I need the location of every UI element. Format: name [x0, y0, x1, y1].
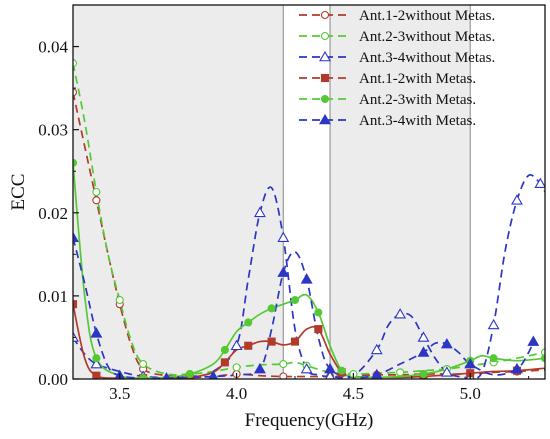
legend-label: Ant.2-3with Metas. [359, 92, 476, 108]
data-point-marker [394, 308, 407, 319]
legend-label: Ant.2-3without Metas. [359, 29, 495, 45]
data-point-marker [73, 158, 78, 167]
data-point-marker [73, 59, 78, 68]
data-point-marker [244, 341, 253, 350]
legend-entry-4: Ant.1-2with Metas. [299, 71, 476, 87]
band-boundary-lines [282, 5, 471, 379]
data-point-marker [279, 359, 288, 369]
data-point-marker [253, 206, 266, 218]
data-point-marker [230, 339, 243, 351]
data-point-marker [419, 369, 428, 379]
data-point-marker [440, 337, 453, 349]
y-tick-label: 0.01 [38, 287, 68, 306]
data-point-marker [511, 194, 523, 205]
data-point-marker [290, 337, 300, 346]
data-point-marker [139, 374, 148, 379]
y-axis-title: ECC [8, 174, 29, 211]
data-point-marker [319, 50, 331, 62]
x-tick-label: 4.5 [343, 384, 364, 403]
data-point-marker [320, 31, 330, 41]
series-markers-6 [73, 231, 540, 379]
series-markers-5 [73, 158, 545, 379]
data-point-marker [115, 295, 124, 305]
data-point-marker [487, 318, 500, 330]
data-point-marker [540, 354, 545, 363]
legend-entry-3: Ant.3-4without Metas. [299, 50, 495, 66]
data-point-marker [139, 359, 148, 369]
data-point-marker [527, 335, 540, 346]
data-point-marker [290, 295, 300, 305]
data-point-marker [314, 308, 323, 317]
x-axis: 3.5 4.0 4.5 5.0 [109, 373, 530, 403]
plot-frame [72, 4, 546, 380]
shaded-band-1 [73, 5, 284, 379]
data-point-marker [279, 372, 288, 379]
y-axis: 0.00 0.01 0.02 0.03 0.04 [38, 38, 79, 389]
data-point-marker [162, 372, 171, 379]
data-point-marker [73, 88, 78, 97]
data-point-marker [277, 231, 290, 243]
data-point-marker [267, 304, 276, 313]
data-point-marker [320, 94, 330, 104]
y-tick-label: 0.00 [38, 370, 68, 389]
legend-entry-6: Ant.3-4with Metas. [299, 113, 476, 129]
data-point-marker [92, 371, 101, 379]
data-point-marker [370, 343, 383, 355]
data-point-marker [489, 354, 498, 363]
data-point-marker [220, 345, 229, 354]
x-tick-label: 4.0 [226, 384, 247, 403]
legend-label: Ant.1-2without Metas. [359, 8, 495, 24]
data-point-marker [244, 318, 253, 327]
legend-label: Ant.1-2with Metas. [359, 71, 476, 87]
x-axis-title: Frequency(GHz) [245, 410, 374, 431]
data-point-marker [534, 177, 545, 188]
data-point-marker [511, 362, 523, 374]
data-point-marker [90, 327, 103, 338]
data-point-marker [300, 273, 313, 284]
data-point-marker [320, 10, 330, 20]
data-point-marker [440, 366, 453, 377]
data-point-marker [277, 266, 290, 277]
data-point-marker [73, 300, 78, 309]
y-tick-label: 0.04 [38, 38, 68, 57]
data-point-marker [324, 362, 336, 374]
data-point-marker [220, 358, 229, 367]
legend-entry-5: Ant.2-3with Metas. [299, 92, 476, 108]
data-point-marker [208, 370, 219, 379]
shaded-bands [73, 5, 471, 379]
legend-entry-2: Ant.2-3without Metas. [299, 29, 495, 45]
data-point-marker [396, 368, 405, 377]
data-point-marker [185, 369, 194, 379]
legend-label: Ant.3-4with Metas. [359, 113, 476, 129]
legend-entry-1: Ant.1-2without Metas. [299, 8, 495, 24]
data-point-marker [337, 366, 346, 375]
data-point-marker [300, 362, 313, 374]
y-tick-label: 0.02 [38, 204, 68, 223]
data-point-marker [417, 331, 430, 342]
data-point-marker [92, 196, 101, 205]
data-point-marker [314, 325, 323, 334]
data-point-marker [320, 73, 330, 83]
series-markers [73, 59, 545, 379]
data-point-marker [325, 370, 335, 379]
data-point-marker [464, 357, 477, 369]
data-point-marker [267, 337, 276, 346]
data-point-marker [417, 346, 430, 357]
data-point-marker [319, 113, 331, 125]
data-point-marker [540, 348, 545, 357]
x-tick-label: 5.0 [460, 384, 481, 403]
legend: Ant.1-2without Metas. Ant.2-3without Meta… [299, 8, 495, 129]
data-point-marker [90, 357, 103, 369]
data-point-marker [92, 354, 101, 363]
data-point-marker [253, 362, 266, 374]
data-point-marker [73, 331, 79, 342]
x-tick-label: 3.5 [109, 384, 130, 403]
data-point-marker [232, 363, 241, 372]
legend-label: Ant.3-4without Metas. [359, 50, 495, 66]
data-point-marker [92, 187, 101, 197]
data-point-marker [73, 231, 79, 243]
y-tick-label: 0.03 [38, 121, 68, 140]
